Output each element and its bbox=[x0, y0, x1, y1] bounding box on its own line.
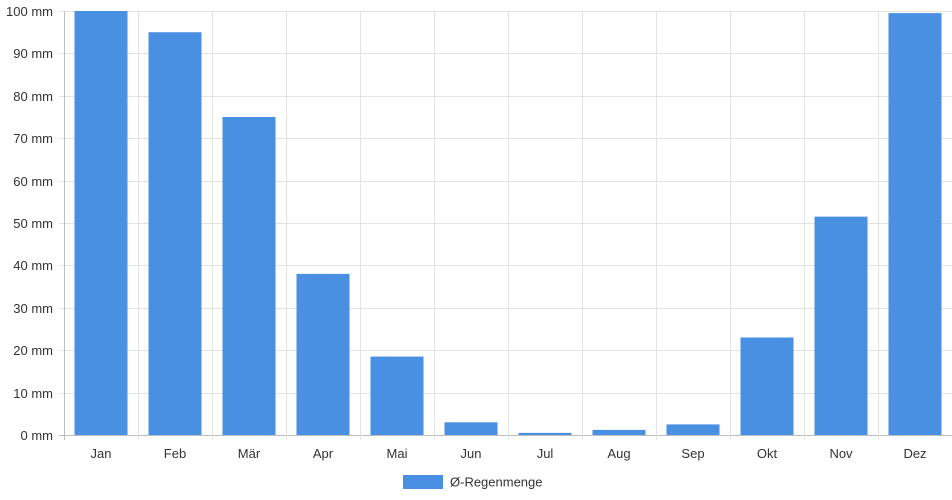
grid-lines bbox=[59, 11, 952, 440]
x-tick-label: Jul bbox=[537, 446, 554, 461]
legend-label: Ø-Regenmenge bbox=[450, 475, 543, 490]
x-axis: Jan Feb Mär Apr Mai Jun Jul Aug Sep Okt Nov Dez bbox=[91, 446, 927, 461]
x-tick-label: Jun bbox=[461, 446, 482, 461]
y-tick-label: 10 mm bbox=[13, 386, 53, 401]
bar[interactable] bbox=[148, 32, 202, 435]
x-tick-label: Jan bbox=[91, 446, 112, 461]
y-tick-label: 30 mm bbox=[13, 301, 53, 316]
bar[interactable] bbox=[444, 422, 498, 435]
y-tick-label: 0 mm bbox=[21, 428, 54, 443]
bar[interactable] bbox=[518, 432, 572, 435]
y-axis: 0 mm 10 mm 20 mm 30 mm 40 mm 50 mm 60 mm 70 mm 8… bbox=[6, 4, 53, 443]
bar[interactable] bbox=[370, 356, 424, 435]
x-tick-label: Mär bbox=[238, 446, 261, 461]
bar[interactable] bbox=[296, 273, 350, 435]
bar[interactable] bbox=[592, 429, 646, 435]
bar[interactable] bbox=[814, 216, 868, 435]
x-tick-label: Dez bbox=[903, 446, 926, 461]
x-tick-label: Apr bbox=[313, 446, 334, 461]
y-tick-label: 40 mm bbox=[13, 258, 53, 273]
y-tick-label: 60 mm bbox=[13, 174, 53, 189]
legend[interactable]: Ø-Regenmenge bbox=[403, 475, 543, 490]
x-tick-label: Aug bbox=[607, 446, 630, 461]
bar[interactable] bbox=[740, 337, 794, 435]
legend-swatch bbox=[403, 475, 443, 489]
bar[interactable] bbox=[666, 424, 720, 435]
x-tick-label: Feb bbox=[164, 446, 186, 461]
y-tick-label: 90 mm bbox=[13, 46, 53, 61]
x-tick-label: Mai bbox=[387, 446, 408, 461]
bars bbox=[74, 11, 942, 436]
bar[interactable] bbox=[74, 11, 128, 435]
x-tick-label: Nov bbox=[829, 446, 853, 461]
y-tick-label: 80 mm bbox=[13, 89, 53, 104]
bar[interactable] bbox=[888, 13, 942, 436]
y-tick-label: 50 mm bbox=[13, 216, 53, 231]
y-tick-label: 100 mm bbox=[6, 4, 53, 19]
y-tick-label: 20 mm bbox=[13, 343, 53, 358]
bar[interactable] bbox=[222, 117, 276, 435]
x-tick-label: Sep bbox=[681, 446, 704, 461]
y-tick-label: 70 mm bbox=[13, 131, 53, 146]
x-tick-label: Okt bbox=[757, 446, 778, 461]
